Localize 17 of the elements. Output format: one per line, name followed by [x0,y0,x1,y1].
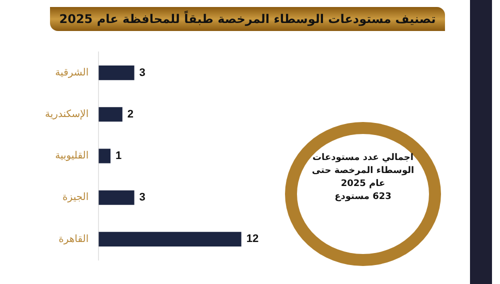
bar [98,148,111,164]
y-tick-label: الإسكندرية [45,108,89,120]
y-tick-label: القليوبية [55,150,89,162]
text: اجمالي عدد مستودعات الوسطاء المرخصة حتى عام 2025 623 مستودع [310,152,416,204]
bar [98,107,122,122]
bar [98,66,134,80]
bar [98,190,134,205]
data-label: 2 [127,108,134,120]
chart-title: تصنيف مستودعات الوسطاء المرخصة طبقاً للمحافظة عام 2025 [59,12,436,26]
data-label: 3 [139,192,146,204]
y-tick-label: القاهرة [58,234,89,245]
data-label: 3 [139,66,146,79]
y-tick-label: الجيزة [62,192,89,204]
bar [98,232,242,246]
data-label: 1 [116,150,122,162]
y-tick-label: الشرقية [55,67,89,78]
data-label: 12 [246,233,259,246]
